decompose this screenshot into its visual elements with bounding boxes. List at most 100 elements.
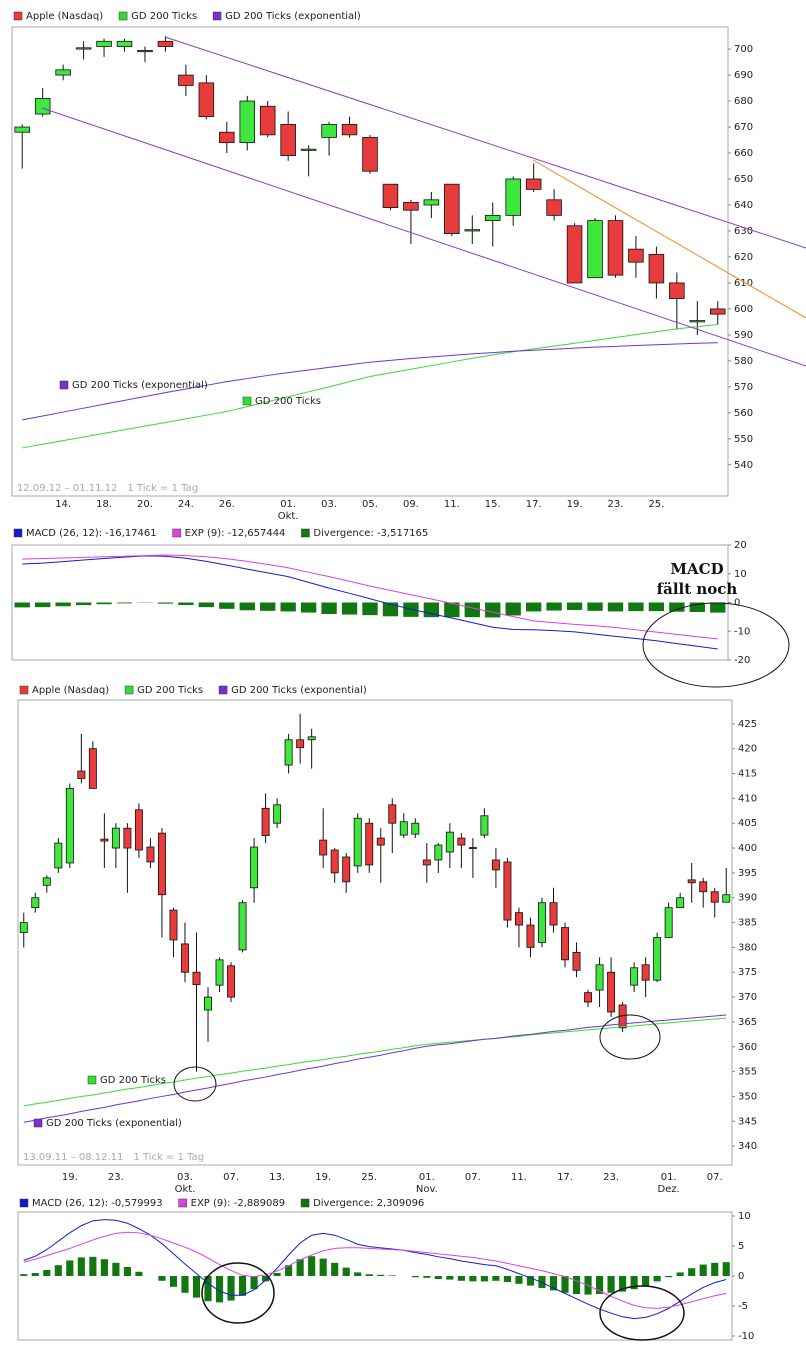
y-tick-label: 560 — [734, 408, 753, 419]
x-tick-label: 13. — [269, 1172, 286, 1183]
divergence-bar — [300, 602, 317, 613]
divergence-bar — [526, 1276, 535, 1286]
annotation-note: MACD — [670, 560, 723, 578]
legend-swatch — [172, 528, 181, 538]
candle-body — [261, 807, 270, 837]
divergence-bar — [648, 602, 665, 612]
divergence-bar — [710, 602, 726, 613]
divergence-bar — [296, 1259, 304, 1276]
background-layer: Apple (Nasdaq) GD 200 Ticks GD 200 Ticks (… — [11, 11, 757, 1342]
divergence-bar — [630, 1276, 638, 1290]
candle-body — [178, 74, 194, 86]
annotation-swatch — [59, 380, 69, 390]
divergence-bar — [75, 602, 92, 606]
candle-body — [710, 891, 719, 903]
candle-body — [65, 788, 74, 864]
candle-body — [169, 909, 178, 941]
legend-swatch — [19, 1198, 29, 1208]
x-tick-label: 03. Okt. — [174, 1172, 196, 1195]
candle-body — [319, 839, 328, 856]
divergence-bar — [444, 602, 460, 618]
candle-body — [382, 183, 399, 208]
legend-swatch — [300, 1198, 310, 1208]
divergence-bar — [561, 1276, 569, 1293]
candle-body — [137, 49, 153, 53]
divergence-bar — [54, 1265, 62, 1276]
candle-body — [215, 959, 224, 986]
y-tick-label: 340 — [738, 1141, 757, 1152]
divergence-bar — [689, 602, 705, 612]
candle-body — [296, 739, 305, 749]
candle-body — [480, 815, 489, 836]
divergence-bar — [587, 602, 603, 611]
divergence-bar — [595, 1276, 604, 1294]
x-tick-label: 19. — [61, 1172, 78, 1183]
y-tick-label: 395 — [738, 868, 757, 879]
candle-body — [444, 183, 460, 234]
y-tick-label: 385 — [738, 918, 757, 929]
candle-body — [457, 837, 466, 846]
annotation-swatch — [87, 1075, 97, 1085]
divergence-bar — [722, 1262, 730, 1276]
divergence-bar — [446, 1276, 454, 1280]
divergence-bar — [457, 1276, 465, 1281]
x-tick-label: 09. — [402, 499, 419, 510]
divergence-bar — [157, 602, 174, 604]
divergence-bar — [607, 602, 624, 612]
divergence-bar — [503, 1276, 512, 1282]
candle-body — [307, 736, 316, 741]
divergence-bar — [250, 1276, 258, 1290]
y-tick-label: 390 — [738, 893, 757, 904]
candle-body — [525, 178, 542, 190]
y-tick-label: 400 — [738, 843, 757, 854]
candle-body — [362, 137, 378, 172]
candle-body — [653, 937, 662, 981]
y-tick-label: 580 — [734, 356, 753, 367]
candle-body — [587, 220, 603, 279]
series-line — [23, 1017, 727, 1107]
candle-body — [514, 912, 523, 926]
y-tick-label: 415 — [738, 769, 757, 780]
divergence-bar — [362, 602, 378, 616]
divergence-bar — [546, 602, 562, 611]
tick-note: 1 Tick = 1 Tag — [133, 1152, 204, 1163]
series-line — [23, 1219, 727, 1320]
y-tick-label: 370 — [738, 992, 757, 1003]
plot-frame — [17, 699, 733, 1166]
y-tick-label: 700 — [734, 44, 753, 55]
y-tick-label: 590 — [734, 330, 753, 341]
candle-body — [561, 927, 569, 961]
candle-body — [34, 98, 51, 115]
candle-body — [88, 748, 97, 789]
x-tick-label: 01. Dez. — [657, 1172, 680, 1195]
divergence-bar — [505, 602, 521, 616]
x-tick-label: 25. — [361, 1172, 378, 1183]
trend-line — [164, 36, 806, 249]
y-tick-label: 20 — [734, 540, 747, 551]
annotation-label: GD 200 Ticks (exponential) — [72, 380, 208, 391]
divergence-bar — [699, 1264, 707, 1276]
candle-body — [77, 770, 86, 779]
x-tick-label: 26. — [218, 499, 235, 510]
candle-body — [227, 965, 236, 998]
divergence-bar — [711, 1262, 719, 1276]
y-tick-label: 345 — [738, 1116, 757, 1127]
candle-body — [669, 282, 685, 299]
divergence-bar — [525, 602, 542, 612]
x-tick-label: 07. — [223, 1172, 239, 1183]
divergence-bar — [112, 1262, 120, 1276]
candle-body — [484, 214, 501, 221]
highlight-ellipse — [599, 1014, 661, 1060]
legend-label: GD 200 Ticks — [137, 685, 203, 696]
divergence-bar — [215, 1276, 224, 1303]
candle-body — [584, 992, 593, 1003]
candle-body — [239, 100, 256, 144]
y-tick-label: 380 — [738, 942, 757, 953]
candle-body — [341, 124, 358, 136]
candle-body — [198, 82, 215, 118]
highlight-ellipse — [642, 602, 790, 688]
divergence-bar — [365, 1274, 373, 1276]
series-line — [22, 342, 718, 421]
candle-body — [538, 902, 546, 943]
divergence-bar — [566, 602, 583, 610]
